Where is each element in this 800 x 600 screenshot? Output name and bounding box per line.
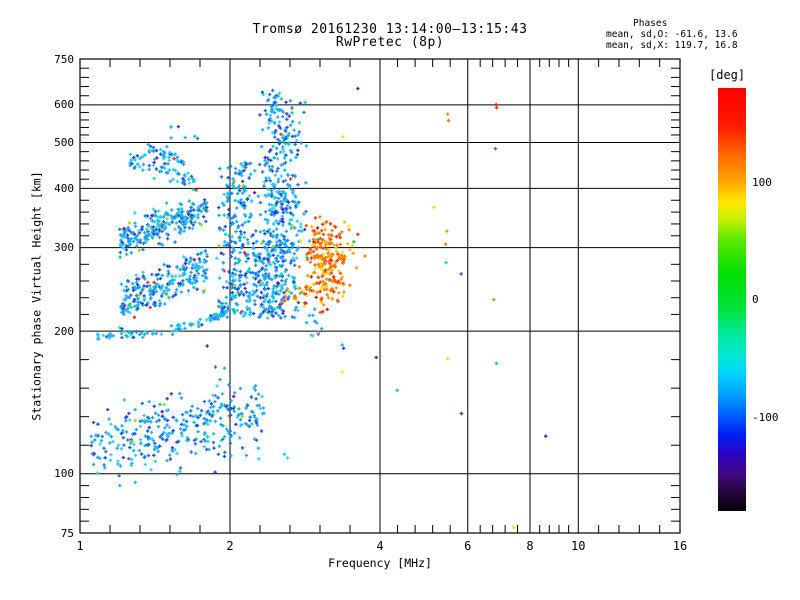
colorbar (718, 88, 746, 511)
x-tick-label: 10 (571, 539, 586, 553)
x-tick-label: 6 (464, 539, 472, 553)
y-tick-label: 75 (60, 526, 74, 540)
x-tick-label: 16 (672, 539, 688, 553)
colorbar-tick-label: 0 (752, 293, 759, 306)
minor-ticks (80, 59, 680, 533)
plot-subtitle: RwPretec (8p) (335, 35, 445, 50)
stats-mean-sd-o: mean, sd,O: -61.6, 13.6 (606, 29, 738, 40)
x-axis-title: Frequency [MHz] (328, 556, 432, 570)
y-tick-label: 400 (54, 181, 74, 195)
x-tick-label: 2 (226, 539, 234, 553)
y-tick-label: 600 (54, 98, 74, 112)
colorbar-title: [deg] (709, 68, 746, 82)
stats-header: Phases (633, 18, 668, 29)
x-tick-label: 1 (76, 539, 84, 553)
y-tick-label: 200 (54, 324, 74, 338)
gridlines (80, 59, 680, 533)
colorbar-tick-label: 100 (752, 175, 772, 189)
colorbar-tick-label: -100 (752, 410, 779, 424)
x-tick-label: 8 (526, 539, 534, 553)
x-tick-label: 4 (376, 539, 384, 553)
y-tick-label: 300 (54, 241, 74, 255)
plot-frame (79, 58, 681, 534)
y-tick-label: 750 (54, 52, 74, 66)
y-tick-label: 100 (54, 467, 74, 481)
y-tick-label: 500 (54, 135, 74, 149)
scatter-points (89, 86, 548, 530)
stats-mean-sd-x: mean, sd,X: 119.7, 16.8 (606, 40, 738, 51)
plot-title: Tromsø 20161230 13:14:00–13:15:43 (252, 22, 528, 37)
